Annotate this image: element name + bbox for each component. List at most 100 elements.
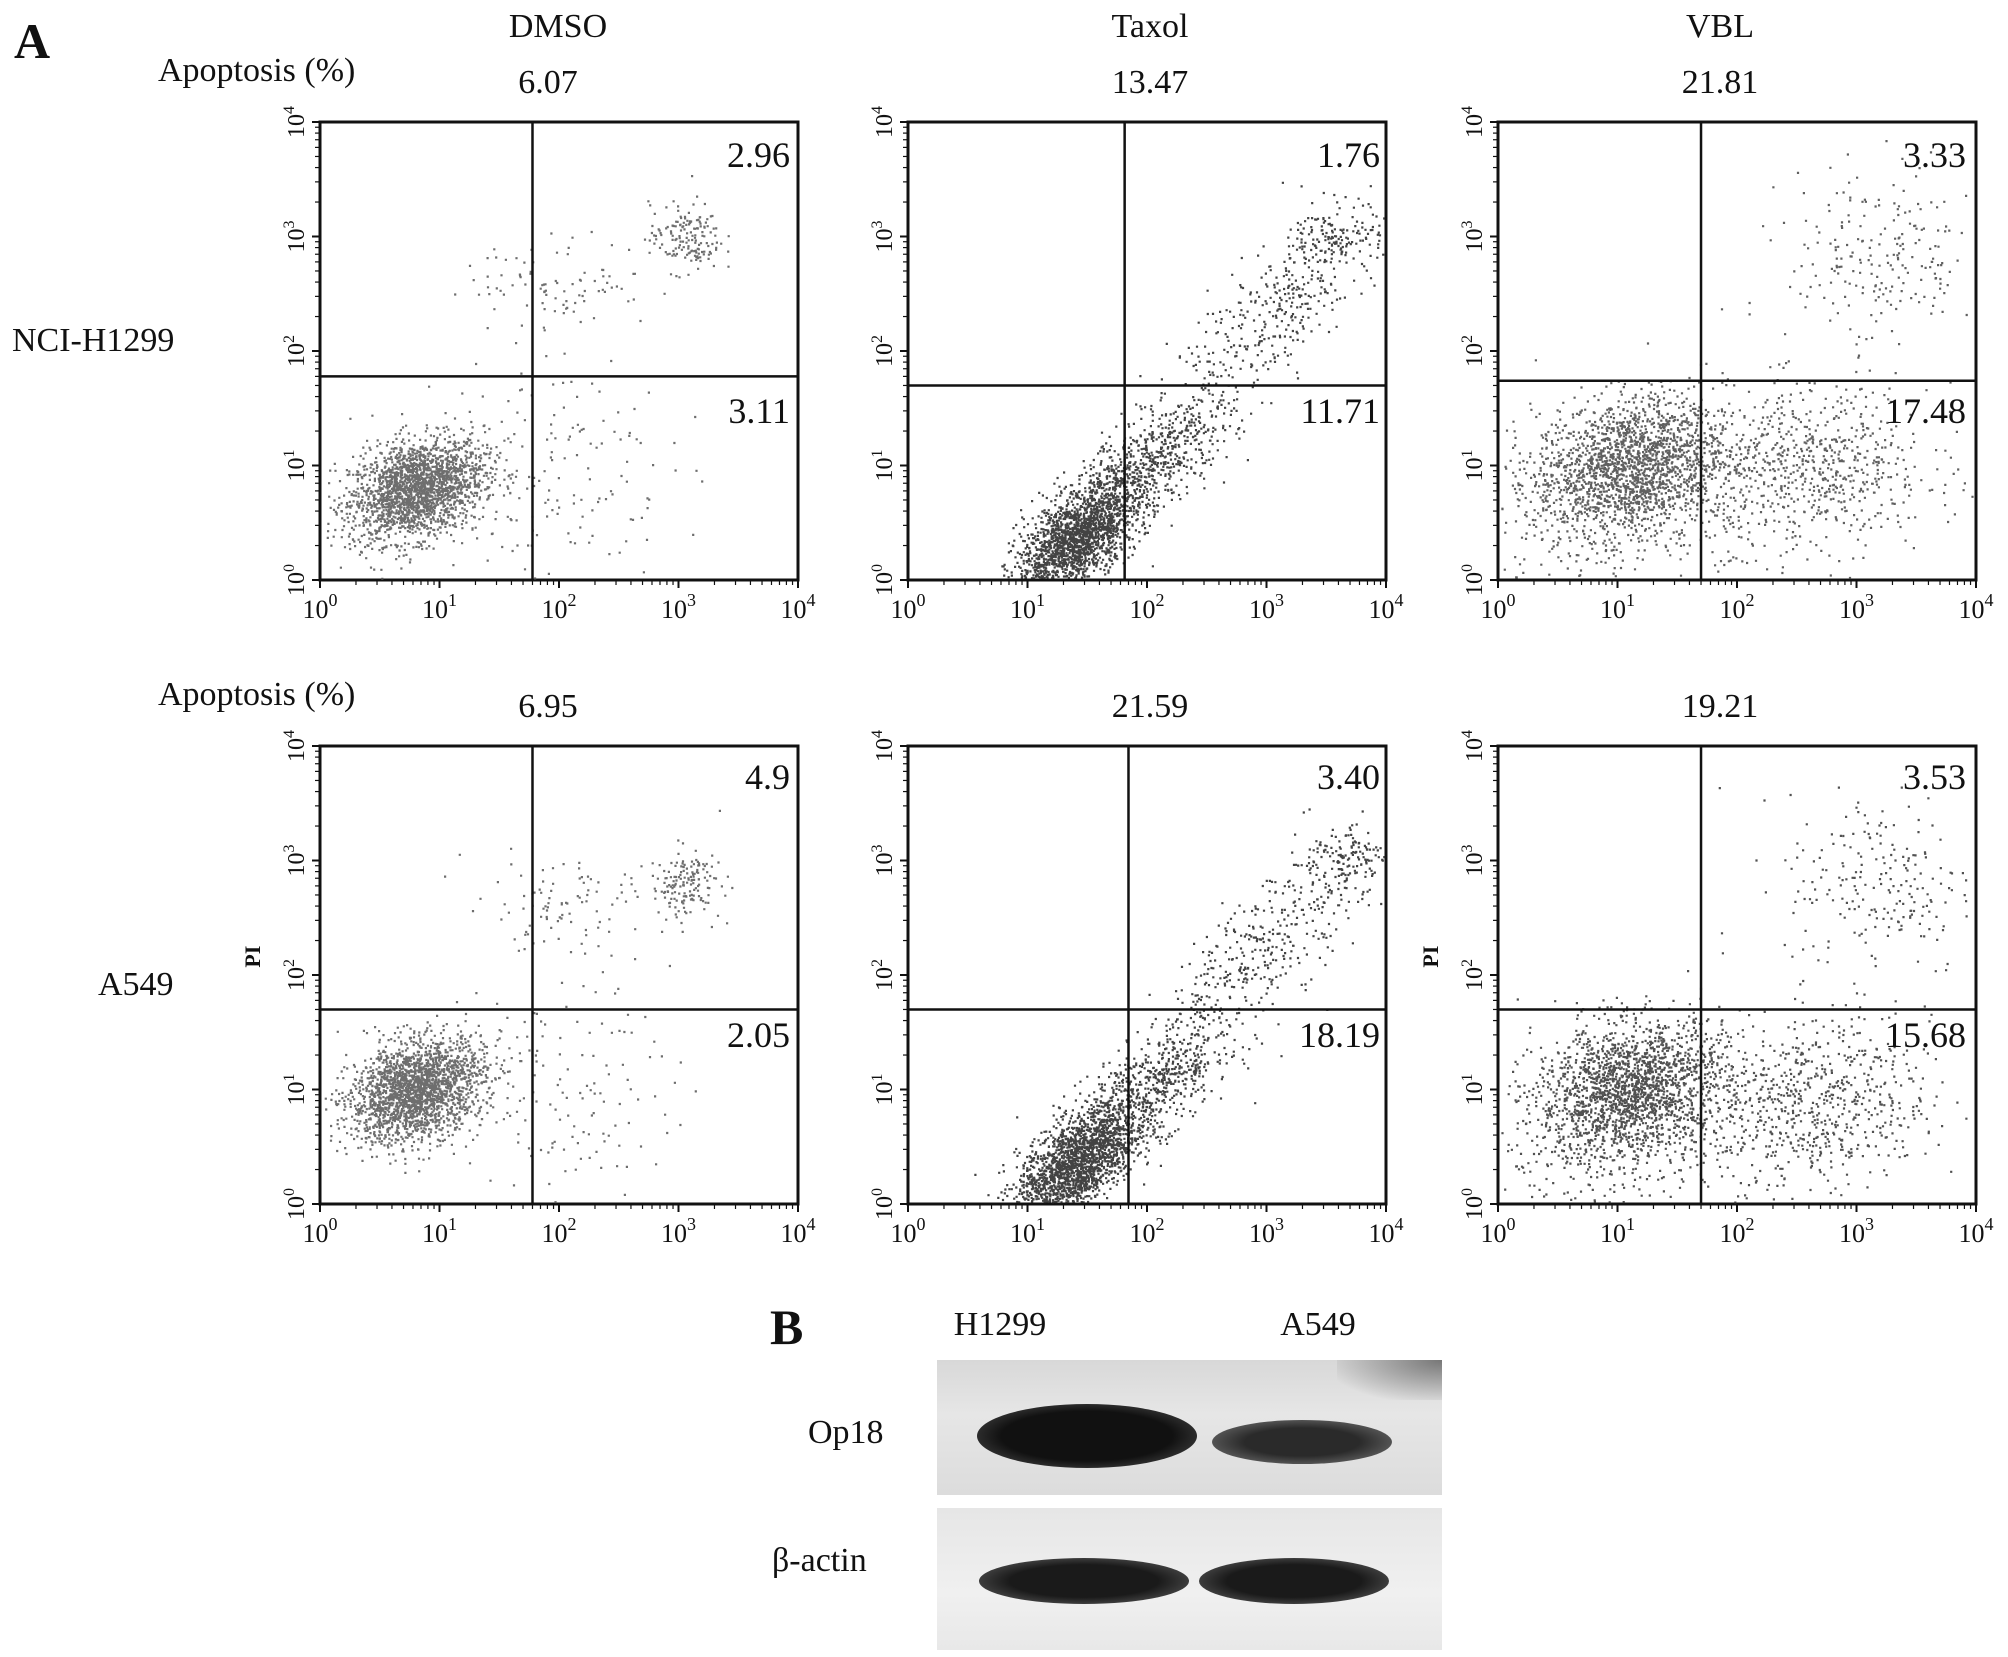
column-header-vbl: VBL — [1686, 8, 1754, 45]
blot-smudge — [1337, 1360, 1442, 1400]
row-label-a549: A549 — [98, 966, 174, 1003]
y-tick-label: 103 — [869, 845, 898, 877]
quadrant-upper-right-value: 3.33 — [1903, 135, 1966, 175]
y-tick-label: 104 — [1459, 730, 1488, 762]
quadrant-lower-right-value: 3.11 — [728, 391, 790, 431]
x-tick-label: 101 — [1010, 590, 1045, 624]
scatter-points — [1501, 786, 1968, 1204]
apoptosis-label-row1: Apoptosis (%) — [158, 52, 356, 89]
y-tick-label: 100 — [1459, 1188, 1488, 1220]
y-tick-label: 101 — [869, 450, 898, 482]
quadrant-lower-right-value: 11.71 — [1300, 391, 1380, 431]
apoptosis-value: 21.81 — [1681, 64, 1759, 101]
x-tick-label: 104 — [781, 590, 816, 624]
blot-row-label-actin: β-actin — [772, 1542, 867, 1579]
blot-band-op18-a549 — [1212, 1420, 1392, 1464]
y-tick-label: 103 — [869, 221, 898, 253]
x-tick-label: 104 — [1959, 590, 1994, 624]
x-tick-label: 103 — [1839, 1214, 1874, 1248]
blot-band-op18-h1299 — [977, 1404, 1197, 1468]
quadrant-upper-right-value: 1.76 — [1317, 135, 1380, 175]
x-tick-label: 104 — [781, 1214, 816, 1248]
x-tick-label: 103 — [1249, 1214, 1284, 1248]
x-tick-label: 104 — [1369, 590, 1404, 624]
lane-label-a549: A549 — [1280, 1306, 1356, 1343]
y-tick-label: 102 — [281, 959, 310, 991]
quadrant-lower-right-value: 15.68 — [1885, 1015, 1966, 1055]
y-tick-label: 101 — [869, 1074, 898, 1106]
y-tick-label: 102 — [1459, 959, 1488, 991]
x-tick-label: 102 — [542, 590, 577, 624]
quadrant-upper-right-value: 3.40 — [1317, 757, 1380, 797]
x-tick-label: 104 — [1959, 1214, 1994, 1248]
x-tick-label: 101 — [1010, 1214, 1045, 1248]
plot-frame — [318, 744, 800, 1206]
y-tick-label: 100 — [1459, 564, 1488, 596]
y-tick-label: 101 — [281, 450, 310, 482]
y-tick-label: 102 — [281, 335, 310, 367]
x-tick-label: 101 — [1600, 590, 1635, 624]
x-tick-label: 101 — [422, 1214, 457, 1248]
blot-row-label-op18: Op18 — [808, 1414, 884, 1451]
y-tick-label: 101 — [1459, 450, 1488, 482]
x-tick-label: 103 — [661, 590, 696, 624]
y-axis-label-pi: PI — [240, 946, 265, 968]
apoptosis-value: 6.07 — [518, 64, 578, 101]
y-tick-label: 101 — [281, 1074, 310, 1106]
panel-a-label: A — [14, 13, 51, 69]
quadrant-upper-right-value: 4.9 — [745, 757, 790, 797]
x-tick-label: 102 — [1130, 590, 1165, 624]
quadrant-upper-right-value: 3.53 — [1903, 757, 1966, 797]
quadrant-lower-right-value: 17.48 — [1885, 391, 1966, 431]
y-axis-label-pi: PI — [1418, 946, 1443, 968]
plot-frame — [1496, 744, 1978, 1206]
quadrant-lower-right-value: 18.19 — [1299, 1015, 1380, 1055]
x-tick-label: 102 — [542, 1214, 577, 1248]
plot-frame — [906, 120, 1388, 582]
y-tick-label: 102 — [869, 959, 898, 991]
apoptosis-label-row2: Apoptosis (%) — [158, 676, 356, 713]
x-tick-label: 103 — [1839, 590, 1874, 624]
y-tick-label: 103 — [1459, 845, 1488, 877]
y-tick-label: 104 — [281, 730, 310, 762]
y-tick-label: 104 — [869, 730, 898, 762]
column-header-dmso: DMSO — [508, 8, 608, 45]
y-tick-label: 101 — [1459, 1074, 1488, 1106]
apoptosis-value: 21.59 — [1111, 688, 1189, 725]
panel-b-label: B — [770, 1299, 804, 1355]
y-tick-label: 100 — [281, 564, 310, 596]
x-tick-label: 101 — [1600, 1214, 1635, 1248]
quadrant-upper-right-value: 2.96 — [727, 135, 790, 175]
blot-band-actin-h1299 — [979, 1558, 1189, 1604]
y-tick-label: 103 — [281, 845, 310, 877]
y-tick-label: 103 — [1459, 221, 1488, 253]
y-tick-label: 102 — [869, 335, 898, 367]
scatter-points — [1001, 181, 1386, 580]
lane-label-h1299: H1299 — [953, 1306, 1047, 1343]
y-tick-label: 100 — [281, 1188, 310, 1220]
x-tick-label: 103 — [661, 1214, 696, 1248]
scatter-points — [324, 809, 734, 1204]
x-tick-label: 102 — [1720, 1214, 1755, 1248]
y-tick-label: 102 — [1459, 335, 1488, 367]
apoptosis-value: 19.21 — [1681, 688, 1759, 725]
x-tick-label: 101 — [422, 590, 457, 624]
y-tick-label: 100 — [869, 564, 898, 596]
western-blot-op18 — [937, 1360, 1442, 1495]
quadrant-lower-right-value: 2.05 — [727, 1015, 790, 1055]
y-tick-label: 103 — [281, 221, 310, 253]
western-blot-actin — [937, 1508, 1442, 1650]
scatter-points — [1501, 140, 1974, 580]
y-tick-label: 104 — [1459, 106, 1488, 138]
row-label-h1299: NCI-H1299 — [12, 322, 175, 359]
apoptosis-value: 13.47 — [1111, 64, 1189, 101]
x-tick-label: 104 — [1369, 1214, 1404, 1248]
y-tick-label: 100 — [869, 1188, 898, 1220]
y-tick-label: 104 — [281, 106, 310, 138]
